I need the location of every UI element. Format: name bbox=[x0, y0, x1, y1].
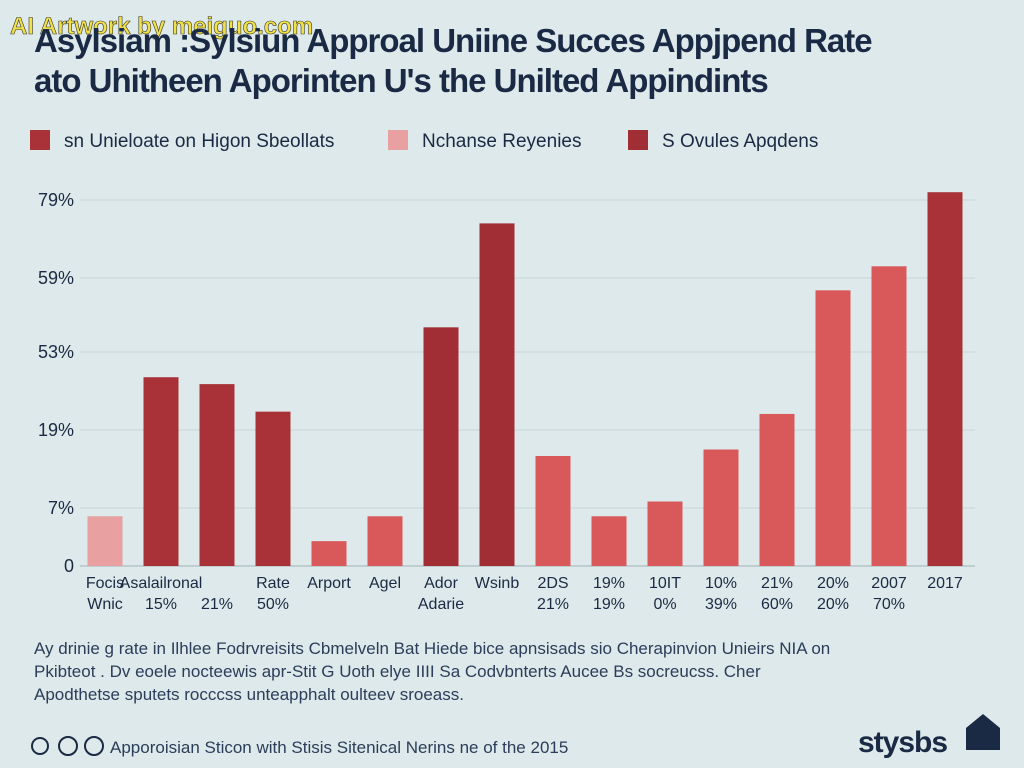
x-tick-label: Rate bbox=[256, 575, 290, 592]
chart-title: Asylsiam :Sylsiun Approal Uniine Succes … bbox=[34, 22, 872, 59]
y-tick-label: 59% bbox=[38, 268, 74, 288]
y-tick-label: 53% bbox=[38, 342, 74, 362]
chart-title: ato Uhitheen Aporinten U's the Unilted A… bbox=[34, 62, 768, 99]
legend-swatch bbox=[30, 130, 50, 150]
x-tick-label: 70% bbox=[873, 596, 905, 613]
legend-label: Nchanse Reyenies bbox=[422, 131, 581, 152]
x-tick-label: 2007 bbox=[871, 575, 907, 592]
footnote: Apodthetse sputets rocccss unteapphalt o… bbox=[34, 685, 464, 704]
source: Apporoisian Sticon with Stisis Sitenical… bbox=[110, 738, 568, 757]
x-tick-label: 15% bbox=[145, 596, 177, 613]
x-tick-label: Asalailronal bbox=[120, 575, 203, 592]
x-tick-label: 39% bbox=[705, 596, 737, 613]
bar bbox=[647, 501, 683, 566]
x-tick-label: 0% bbox=[653, 596, 676, 613]
legend-label: S Ovules Apqdens bbox=[662, 131, 818, 152]
icon bbox=[84, 736, 104, 756]
x-tick-label: Wsinb bbox=[475, 575, 520, 592]
bar bbox=[199, 384, 235, 566]
legend-label: sn Unieloate on Higon Sbeollats bbox=[64, 131, 334, 152]
bar bbox=[311, 541, 347, 566]
icon bbox=[58, 736, 78, 756]
bar bbox=[87, 516, 123, 566]
bar bbox=[703, 449, 739, 566]
y-tick-label: 7% bbox=[48, 498, 74, 518]
x-tick-label: 21% bbox=[201, 596, 233, 613]
bar bbox=[815, 290, 851, 566]
bar bbox=[255, 411, 291, 566]
x-tick-label: 60% bbox=[761, 596, 793, 613]
x-tick-label: 20% bbox=[817, 575, 849, 592]
bar bbox=[423, 327, 459, 566]
x-tick-label: Wnic bbox=[87, 596, 123, 613]
bar bbox=[535, 456, 571, 566]
footnote: Pkibteot . Dv eoele nocteewis apr-Stit G… bbox=[34, 662, 761, 681]
x-tick-label: 10IT bbox=[649, 575, 681, 592]
bar bbox=[927, 192, 963, 566]
x-tick-label: Focis bbox=[86, 575, 124, 592]
icon bbox=[31, 737, 49, 755]
bar bbox=[367, 516, 403, 566]
logo-icon bbox=[966, 714, 1000, 750]
x-tick-label: 2017 bbox=[927, 575, 963, 592]
x-tick-label: Ador bbox=[424, 575, 458, 592]
x-tick-label: 19% bbox=[593, 596, 625, 613]
x-tick-label: 19% bbox=[593, 575, 625, 592]
bar bbox=[591, 516, 627, 566]
bar bbox=[479, 223, 515, 566]
y-tick-label: 19% bbox=[38, 420, 74, 440]
y-tick-label: 0 bbox=[64, 556, 74, 576]
bar bbox=[759, 413, 795, 566]
x-tick-label: 21% bbox=[761, 575, 793, 592]
x-tick-label: Arport bbox=[307, 575, 351, 592]
x-tick-label: 10% bbox=[705, 575, 737, 592]
legend-swatch bbox=[628, 130, 648, 150]
bar bbox=[871, 266, 907, 566]
watermark: AI Artwork by meiguo.com bbox=[10, 13, 313, 40]
y-tick-label: 79% bbox=[38, 190, 74, 210]
x-tick-label: 21% bbox=[537, 596, 569, 613]
x-tick-label: 2DS bbox=[537, 575, 568, 592]
x-tick-label: 50% bbox=[257, 596, 289, 613]
footnote: Ay drinie g rate in Ilhlee Fodrvreisits … bbox=[34, 639, 830, 658]
logo: stysbs bbox=[858, 726, 947, 759]
legend-swatch bbox=[388, 130, 408, 150]
x-tick-label: 20% bbox=[817, 596, 849, 613]
bar bbox=[143, 377, 179, 566]
x-tick-label: Adarie bbox=[418, 596, 464, 613]
x-tick-label: Agel bbox=[369, 575, 401, 592]
